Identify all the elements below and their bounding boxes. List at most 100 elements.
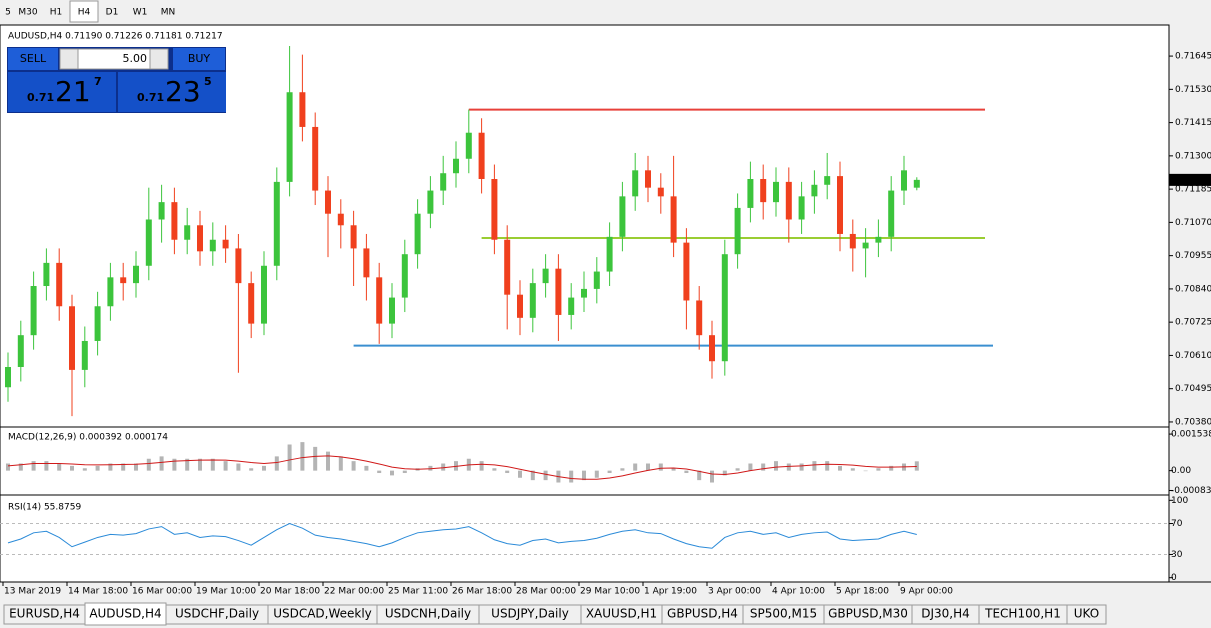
candle-body	[171, 202, 178, 240]
tab-label: SP500,M15	[750, 607, 817, 621]
macd-bar	[863, 470, 868, 472]
candle-body	[542, 268, 549, 284]
candle-body	[5, 366, 11, 388]
candle-body	[465, 132, 472, 159]
macd-bar	[786, 463, 791, 471]
y-tick-label: 0.71645	[1175, 52, 1211, 62]
x-tick-label: 4 Apr 10:00	[772, 587, 825, 597]
tab-label: USDCAD,Weekly	[273, 607, 372, 621]
last-price: 0.71217	[1172, 175, 1209, 185]
candle-body	[56, 262, 63, 307]
timeframe-button[interactable]: MN	[161, 8, 176, 18]
macd-bar	[70, 465, 74, 471]
tab[interactable]	[1066, 604, 1107, 625]
candle-body	[837, 176, 843, 234]
quote-big: 23	[165, 75, 201, 108]
candle-body	[811, 184, 818, 197]
candle-body	[363, 248, 370, 278]
x-tick-label: 9 Apr 00:00	[900, 587, 953, 597]
candle-body	[17, 335, 24, 367]
macd-bar	[31, 461, 36, 471]
candle-body	[785, 181, 792, 220]
candle-body	[645, 170, 651, 188]
candle-body	[555, 268, 562, 315]
macd-bar	[620, 468, 625, 471]
timeframe-button[interactable]: W1	[133, 8, 148, 18]
y-tick-label: 0.70380	[1175, 417, 1211, 427]
sell-button[interactable]	[8, 48, 58, 70]
candle-body	[773, 181, 779, 203]
y-tick-label: 0.71300	[1175, 151, 1211, 161]
candle-body	[273, 181, 280, 266]
timeframe-button[interactable]: D1	[106, 8, 119, 18]
macd-bar	[18, 463, 23, 471]
macd-bar	[57, 463, 62, 471]
macd-bar	[262, 465, 266, 471]
candle-body	[427, 190, 434, 214]
macd-bar	[6, 463, 10, 471]
macd-bar	[876, 468, 881, 471]
macd-bar	[812, 461, 817, 471]
macd-bar	[825, 461, 830, 471]
macd-bar	[492, 468, 497, 471]
candle-body	[401, 254, 408, 298]
macd-bar	[697, 470, 702, 481]
macd-bar	[249, 468, 254, 471]
quote-box[interactable]	[118, 72, 226, 112]
macd-bar	[313, 446, 318, 471]
macd-bar	[505, 470, 510, 474]
candle-body	[901, 170, 907, 191]
candle-body	[312, 126, 319, 191]
candle-body	[325, 190, 331, 214]
timeframe-button[interactable]: 5	[5, 8, 11, 18]
quote-small: 5	[204, 75, 212, 88]
lot-up[interactable]	[149, 48, 169, 70]
timeframe-button[interactable]: H1	[50, 8, 63, 18]
macd-bar	[479, 461, 484, 471]
x-tick-label: 19 Mar 10:00	[196, 587, 256, 597]
candle-body	[158, 202, 165, 220]
macd-bar	[146, 458, 151, 471]
candle-body	[568, 297, 575, 315]
x-tick-label: 28 Mar 00:00	[516, 587, 576, 597]
candle-body	[760, 179, 767, 203]
candle-body	[145, 219, 152, 266]
macd-bar	[377, 470, 382, 474]
sell-label: SELL	[20, 52, 47, 65]
macd-bar	[710, 470, 714, 483]
y-tick-label: 100	[1171, 496, 1188, 506]
candle-body	[453, 158, 459, 174]
macd-bar	[799, 463, 804, 471]
macd-bar	[850, 468, 855, 471]
tab-label: EURUSD,H4	[9, 607, 80, 621]
macd-signal	[7, 455, 917, 480]
candle-body	[43, 262, 50, 287]
candle-body	[222, 239, 229, 249]
tab-scroll[interactable]	[1180, 605, 1211, 624]
x-tick-label: 3 Apr 00:00	[708, 587, 761, 597]
tab-label: DJ30,H4	[921, 607, 970, 621]
quote-small: 7	[94, 75, 102, 88]
macd-bar	[889, 465, 894, 471]
candle-body	[350, 225, 357, 249]
macd-label: MACD(12,26,9) 0.000392 0.000174	[8, 433, 168, 443]
y-tick-label: 0.00	[1171, 466, 1191, 476]
x-tick-label: 13 Mar 2019	[4, 587, 61, 597]
candle-body	[721, 254, 728, 362]
quote-box[interactable]	[8, 72, 116, 112]
buy-button[interactable]	[173, 48, 225, 70]
lot-down[interactable]	[59, 48, 79, 70]
timeframe-button[interactable]: H4	[78, 8, 91, 18]
tab-label: GBPUSD,M30	[828, 607, 908, 621]
timeframe-button[interactable]: M30	[18, 8, 37, 18]
y-tick-label: 30	[1171, 550, 1183, 560]
candle-body	[862, 242, 869, 249]
candle-body	[619, 196, 626, 237]
quote-prefix: 0.71	[27, 91, 54, 104]
candle-body	[734, 207, 741, 255]
candle-body	[376, 277, 383, 324]
macd-bar	[684, 470, 689, 474]
x-tick-label: 14 Mar 18:00	[68, 587, 128, 597]
candle-body	[389, 297, 395, 324]
